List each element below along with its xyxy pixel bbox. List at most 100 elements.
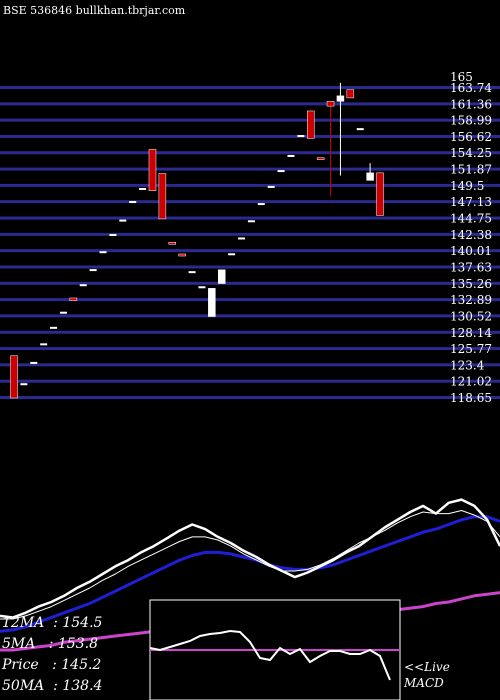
price-tick-label: 123.4 (450, 358, 485, 372)
legend-50ma: 50MA : 138.4 (2, 678, 102, 694)
price-tick-label: 151.87 (450, 163, 492, 177)
price-grid-line (0, 330, 500, 334)
candle-body (326, 101, 335, 107)
candle-body (297, 135, 305, 138)
price-grid-line (0, 151, 500, 155)
candle-body (247, 220, 255, 223)
price-tick-label: 128.14 (450, 326, 492, 340)
candle-body (109, 234, 117, 237)
legend-5ma-value: 153.8 (57, 636, 98, 652)
candle-body (257, 203, 265, 206)
price-grid-line (0, 347, 500, 351)
price-grid-line (0, 183, 500, 187)
legend-price-sep: : (38, 657, 62, 673)
legend-5ma-sep: : (35, 636, 58, 652)
price-tick-label: 130.52 (450, 309, 492, 323)
price-tick-label: 135.26 (450, 277, 492, 291)
candle-body (69, 297, 78, 301)
legend-5ma-name: 5MA (2, 636, 36, 652)
legend-12ma-value: 154.5 (62, 615, 103, 631)
legend-50ma-name: 50MA (2, 678, 45, 694)
price-tick-label: 147.13 (450, 195, 492, 209)
candle-body (228, 253, 236, 256)
candle-body (59, 311, 67, 314)
candle-body (148, 149, 157, 191)
candle-body (79, 284, 87, 287)
legend-price: Price : 145.2 (2, 657, 101, 673)
legend-12ma-sep: : (44, 615, 63, 631)
candle-body (178, 253, 186, 257)
price-grid-line (0, 118, 500, 122)
candle-body (316, 157, 325, 160)
candle-body (307, 110, 315, 139)
price-tick-label: 165 (450, 70, 473, 84)
candle-body (119, 219, 127, 222)
candle-body (188, 271, 196, 274)
macd-label: MACD (404, 676, 444, 690)
candle-body (208, 288, 216, 317)
chart-header: BSE 536846 bullkhan.tbrjar.com (3, 4, 185, 17)
price-grid-line (0, 363, 500, 367)
legend-12ma: 12MA : 154.5 (2, 615, 102, 631)
price-tick-label: 158.99 (450, 114, 492, 128)
legend-50ma-sep: : (44, 678, 63, 694)
candle-body (287, 154, 295, 157)
ma-line-white-thin (0, 510, 500, 620)
price-grid-line (0, 200, 500, 204)
legend-price-value: 145.2 (61, 657, 102, 673)
candle-body (129, 201, 137, 204)
legend-50ma-value: 138.4 (62, 678, 103, 694)
price-grid-line (0, 314, 500, 318)
candle-body (30, 361, 38, 364)
exchange-label: BSE (3, 4, 27, 17)
macd-live-tag: <<Live (404, 660, 450, 674)
legend-12ma-name: 12MA (2, 615, 45, 631)
price-grid-line (0, 232, 500, 236)
price-grid-line (0, 249, 500, 253)
price-tick-label: 144.75 (450, 212, 492, 226)
price-grid-line (0, 216, 500, 220)
macd-line (149, 629, 391, 681)
price-grid-line (0, 134, 500, 138)
site-label: bullkhan.tbrjar.com (75, 4, 186, 17)
candle-body (366, 172, 374, 181)
price-grid-line (0, 396, 500, 399)
candle-body (139, 187, 147, 190)
price-tick-label: 125.77 (450, 342, 492, 356)
candle-body (198, 286, 206, 289)
candle-body (20, 383, 28, 386)
legend-5ma: 5MA : 153.8 (2, 636, 98, 652)
price-tick-label: 149.5 (450, 179, 484, 193)
price-tick-label: 132.89 (450, 293, 492, 307)
candle-body (40, 343, 48, 346)
ma-line-white-thick (0, 498, 500, 619)
legend-price-name: Price (2, 657, 39, 673)
price-grid-line (0, 102, 500, 106)
price-grid-line (0, 379, 500, 383)
price-tick-label: 163.74 (450, 81, 492, 95)
candle-body (356, 128, 364, 131)
price-tick-label: 121.02 (450, 375, 492, 389)
candle-body (168, 242, 177, 245)
candle-body (50, 326, 58, 329)
candle-body (346, 89, 355, 99)
price-grid-line (0, 265, 500, 269)
price-grid-line (0, 86, 500, 89)
candle-body (158, 173, 167, 220)
candle-body (238, 237, 246, 240)
price-tick-label: 140.01 (450, 244, 492, 258)
candle-body (336, 95, 345, 102)
candle-body (10, 355, 18, 399)
price-grid-line (0, 167, 500, 171)
candle-body (267, 185, 275, 188)
price-tick-label: 137.63 (450, 261, 492, 275)
price-tick-label: 156.62 (450, 130, 492, 144)
symbol-label: 536846 (30, 4, 73, 17)
price-tick-label: 118.65 (450, 391, 492, 405)
price-grid-line (0, 298, 500, 302)
candle-body (99, 251, 107, 254)
price-tick-label: 154.25 (450, 146, 492, 160)
candle-body (89, 269, 97, 272)
ma-line-blue (0, 515, 500, 633)
